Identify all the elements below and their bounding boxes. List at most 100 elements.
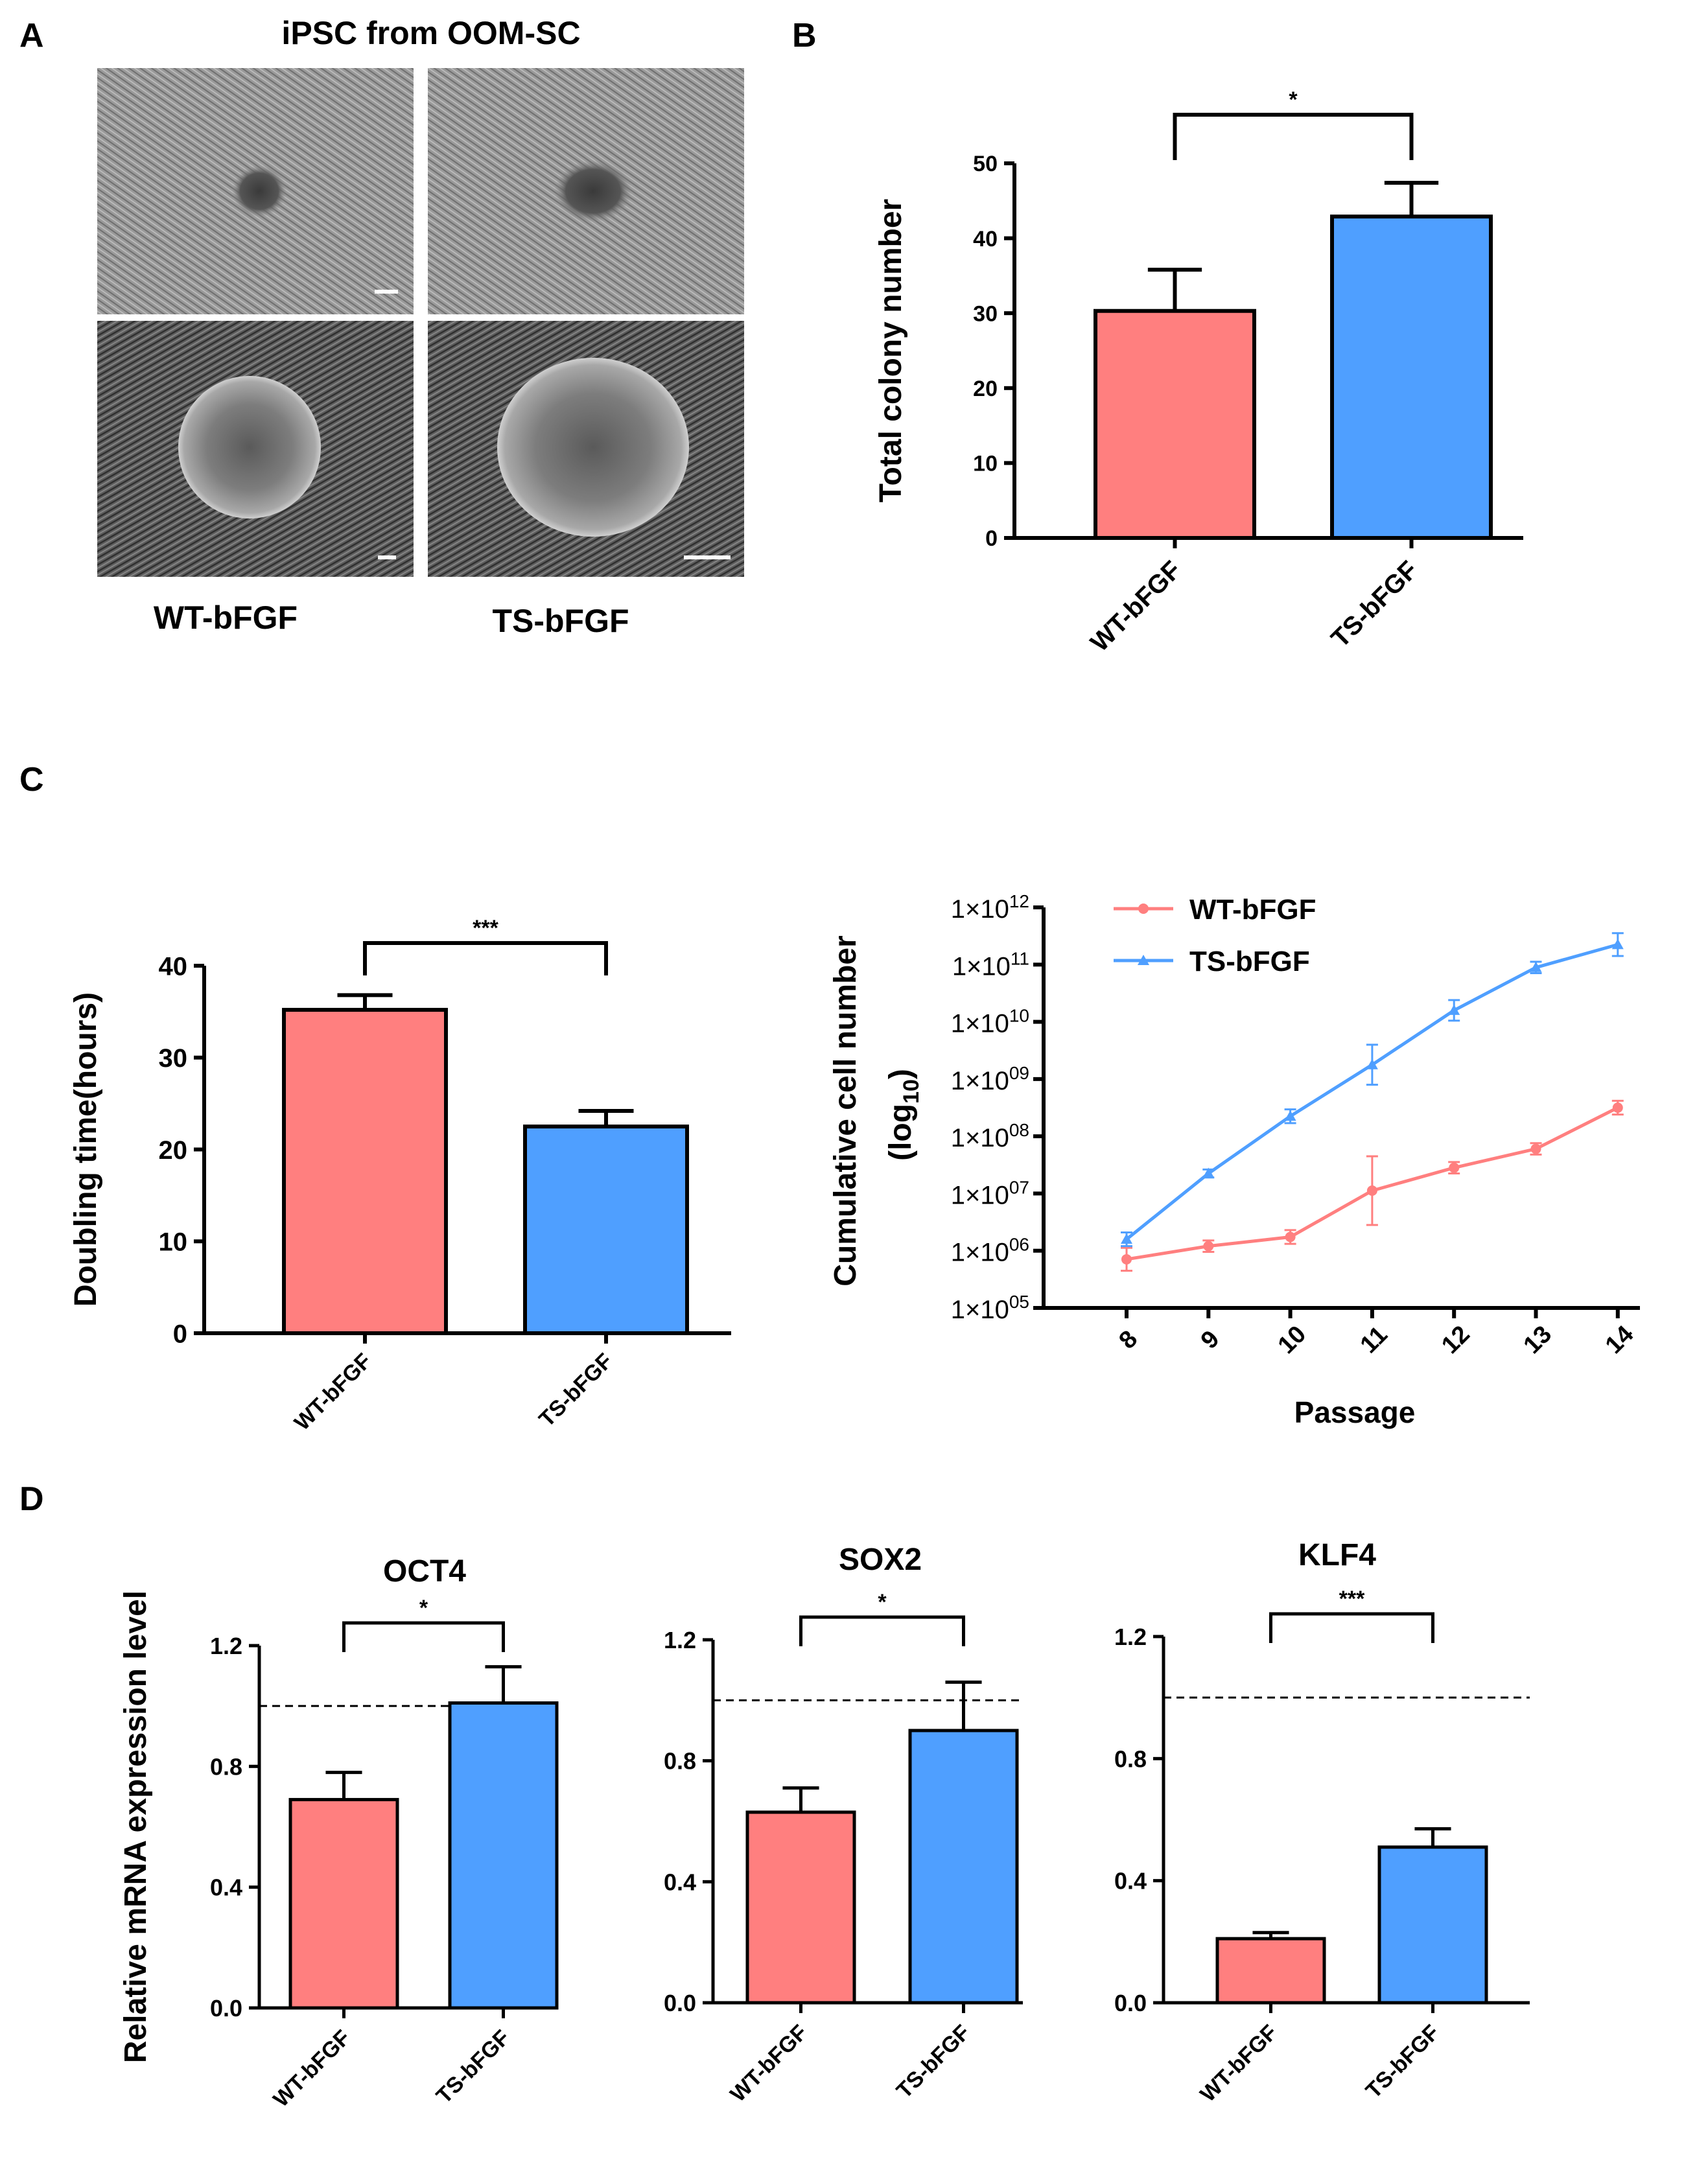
data-point [1530,961,1542,972]
y-tick-label: 0.0 [210,1995,242,2022]
y-tick-label: 1×1012 [951,891,1029,924]
bar-wt-bfgf [1215,1937,1326,2005]
data-point [1366,1185,1377,1196]
scale-bar [684,555,731,559]
y-tick-label: 0.4 [664,1869,696,1895]
bar-ts-bfgf [908,1729,1019,2005]
bar-wt-bfgf [288,1798,399,2010]
x-tick-label: WT-bFGF [268,2025,355,2112]
panel-letter-a: A [19,17,44,54]
x-tick-label: WT-bFGF [290,1349,377,1436]
y-axis-label-unit: (log10) [883,1069,924,1161]
significance-marker: * [878,1590,887,1615]
micrograph-ts-low [428,68,744,314]
y-tick-label: 0.4 [210,1874,242,1901]
y-tick-label: 10 [159,1228,188,1257]
y-tick-label: 0.8 [210,1753,242,1780]
chart-c-cumulative-cell-number: 1×1005 1×1006 1×1007 1×1008 1×1009 1×1010 1×10… [828,891,1640,1429]
chart-b-colony-number: 0 10 20 30 40 50 WT-bFGF TS-bFGF * Total colony n… [874,87,1523,657]
y-tick-label: 1×1008 [951,1120,1029,1152]
legend-label: TS-bFGF [1189,946,1310,977]
y-tick-label: 1×1005 [951,1292,1029,1324]
x-tick-label: 13 [1519,1321,1558,1360]
significance-marker: *** [473,916,498,940]
significance-bracket [363,941,608,975]
y-tick-label: 1×1010 [951,1006,1029,1038]
data-point [1366,1058,1378,1069]
data-point [1612,1102,1623,1113]
panel-letter-b: B [792,17,817,54]
panel-letter-c: C [19,761,44,799]
col-label-wt: WT-bFGF [154,600,298,636]
y-tick-label: 10 [973,452,998,476]
y-tick-label: 0.8 [1114,1745,1147,1772]
bar-wt-bfgf [282,1008,448,1336]
y-axis-label: Cumulative cell number [828,935,863,1286]
y-tick-label: 1×1007 [951,1177,1029,1209]
panel-letter-d: D [19,1480,44,1518]
y-tick-label: 40 [973,227,998,251]
chart-d-oct4: OCT4 0.0 0.4 0.8 1.2 WT-bFGF TS-bFGF * Relative … [119,1554,559,2112]
data-point [1121,1253,1132,1265]
y-tick-label: 1.2 [210,1633,242,1659]
y-tick-label: 0.0 [1114,1990,1147,2016]
data-point [1448,1004,1460,1015]
x-tick-label: 10 [1273,1321,1312,1360]
chart-d-klf4: KLF4 0.0 0.4 0.8 1.2 WT-bFGF TS-bFGF *** [1114,1538,1530,2106]
col-label-ts: TS-bFGF [492,603,629,639]
y-axis-label: Doubling time(hours) [69,992,103,1307]
y-tick-label: 1.2 [1114,1624,1147,1650]
x-tick-label: TS-bFGF [1361,2020,1444,2103]
bar-wt-bfgf [745,1810,856,2005]
y-tick-label: 1×1009 [951,1063,1029,1095]
y-tick-label: 20 [973,377,998,401]
y-tick-label: 0.0 [664,1990,696,2016]
y-tick-label: 1.2 [664,1627,696,1653]
data-point [1202,1167,1215,1178]
chart-c-doubling-time: 0 10 20 30 40 WT-bFGF TS-bFGF *** Doubling time(… [69,916,731,1435]
x-tick-label: 8 [1114,1325,1143,1355]
x-tick-label: WT-bFGF [1085,555,1187,657]
data-point [1530,1143,1541,1154]
legend-marker [1138,955,1149,965]
data-point [1121,1233,1132,1244]
micrograph-wt-high [97,321,414,577]
x-axis-label: Passage [1294,1395,1416,1429]
chart-title: SOX2 [839,1543,922,1577]
bar-wt-bfgf [1094,309,1256,540]
bar-ts-bfgf [1330,215,1493,540]
data-point [1284,1110,1296,1121]
data-point [1449,1162,1460,1173]
x-tick-label: 9 [1196,1325,1225,1355]
x-tick-label: 14 [1600,1321,1639,1360]
significance-bracket [1173,113,1414,160]
significance-marker: * [1289,87,1298,112]
x-tick-label: TS-bFGF [1326,555,1423,653]
bar-ts-bfgf [448,1701,559,2010]
x-tick-label: 12 [1436,1321,1475,1360]
y-tick-label: 20 [159,1136,188,1165]
significance-bracket [799,1615,965,1646]
y-tick-label: 40 [159,952,188,981]
significance-marker: *** [1339,1587,1365,1611]
y-axis-label: Relative mRNA expression level [119,1591,153,2063]
y-tick-label: 1×1011 [952,948,1029,981]
y-tick-label: 1×1006 [951,1235,1029,1267]
x-tick-label: TS-bFGF [534,1349,617,1432]
x-tick-label: WT-bFGF [725,2020,812,2107]
y-axis-label: Total colony number [874,199,908,502]
micrograph-wt-low [97,68,414,314]
y-tick-label: 0 [173,1320,187,1348]
chart-d-sox2: SOX2 0.0 0.4 0.8 1.2 WT-bFGF TS-bFGF * [664,1543,1023,2106]
y-tick-label: 0.8 [664,1748,696,1775]
scale-bar [378,555,396,559]
legend-label: WT-bFGF [1189,894,1316,926]
significance-bracket [1269,1612,1434,1643]
y-tick-label: 30 [159,1044,188,1073]
x-tick-label: 11 [1355,1321,1393,1358]
data-point [1611,939,1624,950]
x-tick-label: WT-bFGF [1195,2020,1282,2107]
bar-ts-bfgf [523,1125,689,1335]
y-tick-label: 0.4 [1114,1868,1147,1895]
